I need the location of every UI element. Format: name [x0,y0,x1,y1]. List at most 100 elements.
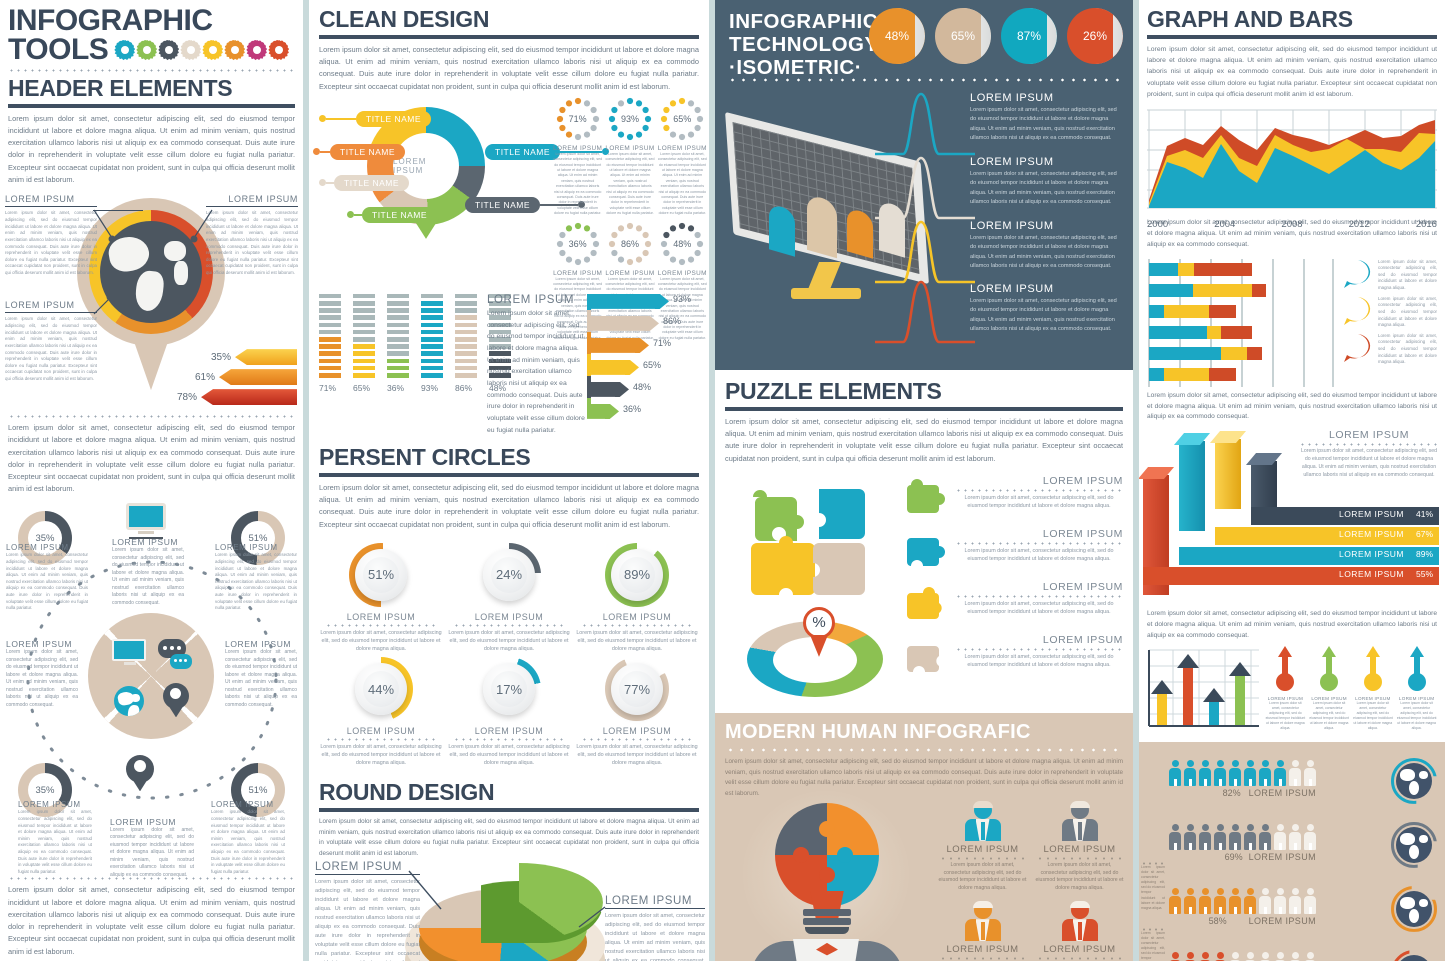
segment-bar-value: 86% [455,382,473,393]
pin-text-2: Lorem ipsum dolor sit amet, consectetur … [206,210,298,275]
axis-tick: 2000 [1147,219,1169,231]
dot-ring-label: LOREM IPSUM [553,144,603,152]
bar3d-label-3: LOREM IPSUM [1338,549,1404,560]
puzzle-legend-item: LOREM IPSUM Lorem ipsum dolor sit amet, … [905,528,1123,566]
dot-ring-chart [661,222,704,265]
people-side-text-2: Lorem ipsum dolor sit amet, consectetur … [1141,930,1165,961]
gear-row [114,40,289,61]
half-pie-row: 48% 65% 87% 26% [869,8,1123,64]
arrow-bar-chart [1148,649,1259,727]
segment-bar-column: 65% [353,293,375,393]
section-heading-puzzle-elements: PUZZLE ELEMENTS [725,378,942,404]
avatar-item: LOREM IPSUM Lorem ipsum dolor sit amet, … [937,800,1028,893]
thermometer-icon [1276,645,1295,691]
globe-ring-icon [1391,821,1437,868]
bar3d-label-1: LOREM IPSUM [1338,509,1404,520]
percent-circle-value: 17% [491,671,527,708]
title-tag-2[interactable]: TITLE NAME [330,143,406,160]
donut-value: 35% [28,773,62,808]
puzzle-legend: LOREM IPSUM Lorem ipsum dolor sit amet, … [905,475,1123,672]
divider-rule [319,808,699,813]
percent-circle-label: LOREM IPSUM [346,726,416,737]
dot-ring-value: 48% [673,238,692,249]
chevron-value-1: 35% [210,351,231,363]
iso-title-3: ·ISOMETRIC· [729,56,863,80]
axis-tick: 2008 [1281,219,1303,231]
thermometer-icon [1363,645,1382,691]
peak-text-2: Lorem ipsum dolor sit amet, consectetur … [970,171,1117,206]
puzzle-legend-item: LOREM IPSUM Lorem ipsum dolor sit amet, … [905,581,1123,619]
pin-icon [163,683,189,728]
pin-label-3: LOREM IPSUM [5,300,75,311]
puzzle-grid-icon [751,488,865,595]
pie-leader-lines [408,870,606,928]
title-tag-6[interactable]: TITLE NAME [465,196,541,213]
area-chart-svg [1147,109,1437,209]
gear-icon [202,40,223,61]
bubble-text: Lorem ipsum dolor sit amet, consectetur … [1378,332,1437,365]
percent-circle-label: LOREM IPSUM [602,611,672,622]
percent-circle-text: Lorem ipsum dolor sit amet, consectetur … [320,629,442,652]
thermometer-text: Lorem ipsum dolor sit amet, consectetur … [1353,700,1393,731]
avatar-icon [962,800,1004,841]
network-text-tr: Lorem ipsum dolor sit amet, consectetur … [215,552,297,611]
dot-ring-label: LOREM IPSUM [553,269,603,277]
column-graph-and-bars: GRAPH AND BARS Lorem ipsum dolor sit ame… [1139,0,1445,961]
thermometer-item: LOREM IPSUM Lorem ipsum dolor sit amet, … [1265,645,1306,732]
pin-text-3: Lorem ipsum dolor sit amet, consectetur … [5,316,97,381]
avatar-label: LOREM IPSUM [946,843,1019,855]
title-tag-5[interactable]: TITLE NAME [485,143,561,160]
peak-text-4: Lorem ipsum dolor sit amet, consectetur … [970,298,1117,333]
half-pie-value: 26% [1082,29,1108,43]
donut-center-label: LOREM IPSUM [393,156,427,175]
pin-icon [126,755,154,803]
bar3d-value-3: 89% [1415,549,1433,560]
chat-icon [158,639,192,670]
arrow-value-6: 36% [623,403,642,414]
section-heading-persent-circles: PERSENT CIRCLES [319,443,531,470]
dot-ring-value: 86% [620,238,639,249]
percent-circle-value: 24% [491,556,527,593]
section-heading-round-design: ROUND DESIGN [319,779,495,806]
segment-bar-column: 93% [421,293,443,393]
dot-ring-label: LOREM IPSUM [657,144,707,152]
percent-circle-value: 77% [619,671,655,708]
percent-circle-text: Lorem ipsum dolor sit amet, consectetur … [448,629,570,652]
title-tag-3[interactable]: TITLE NAME [334,174,410,191]
section-heading-graph-and-bars: GRAPH AND BARS [1147,6,1353,32]
arrow-value-1: 93% [673,293,692,304]
percent-circle-item: 24% LOREM IPSUM Lorem ipsum dolor sit am… [447,542,571,653]
isometric-panel: INFOGRAPHIC TECHNOLOGY ·ISOMETRIC· 48% 6… [715,0,1133,370]
peak-text-3: Lorem ipsum dolor sit amet, consectetur … [970,235,1117,270]
gear-icon [136,40,157,61]
puzzle-legend-item: LOREM IPSUM Lorem ipsum dolor sit amet, … [905,634,1123,672]
segment-bar-column: 71% [319,293,341,393]
puzzle-legend-label: LOREM IPSUM [1042,527,1123,540]
avatar-text: Lorem ipsum dolor sit amet, consectetur … [938,861,1027,892]
people-row: 58% LOREM IPSUM [1169,887,1316,926]
title-tag-4[interactable]: TITLE NAME [362,206,438,223]
network-label-left: LOREM IPSUM [6,639,73,650]
percent-circle-text: Lorem ipsum dolor sit amet, consectetur … [320,744,442,767]
pie-label-1: LOREM IPSUM [315,860,403,873]
dot-ring-item: 65% LOREM IPSUM Lorem ipsum dolor sit am… [658,95,707,217]
speech-bubble-icon [1344,296,1371,325]
percent-circle-value: 51% [363,556,399,593]
people-label-3: LOREM IPSUM [1248,915,1316,926]
percent-circle-label: LOREM IPSUM [474,611,544,622]
puzzle-piece-icon [907,586,942,619]
title-tag-1[interactable]: TITLE NAME [356,110,432,127]
people-label-2: LOREM IPSUM [1248,851,1316,862]
segment-bar-column: 36% [387,293,409,393]
dot-ring-text: Lorem ipsum dolor sit amet, consectetur … [553,151,603,216]
globe-icon [114,686,144,717]
percent-circle-label: LOREM IPSUM [602,726,672,737]
graph-paragraph-2: Lorem ipsum dolor sit amet, consectetur … [1147,219,1437,248]
dot-ring-text: Lorem ipsum dolor sit amet, consectetur … [657,151,707,216]
arrow-thermo-block: LOREM IPSUM Lorem ipsum dolor sit amet, … [1147,645,1437,738]
network-text-top: Lorem ipsum dolor sit amet, consectetur … [112,547,184,606]
people-row: 69% LOREM IPSUM [1169,823,1316,862]
puzzle-legend-label: LOREM IPSUM [1042,633,1123,646]
thermometer-icon [1320,645,1339,691]
dot-ring-value: 71% [568,113,587,124]
